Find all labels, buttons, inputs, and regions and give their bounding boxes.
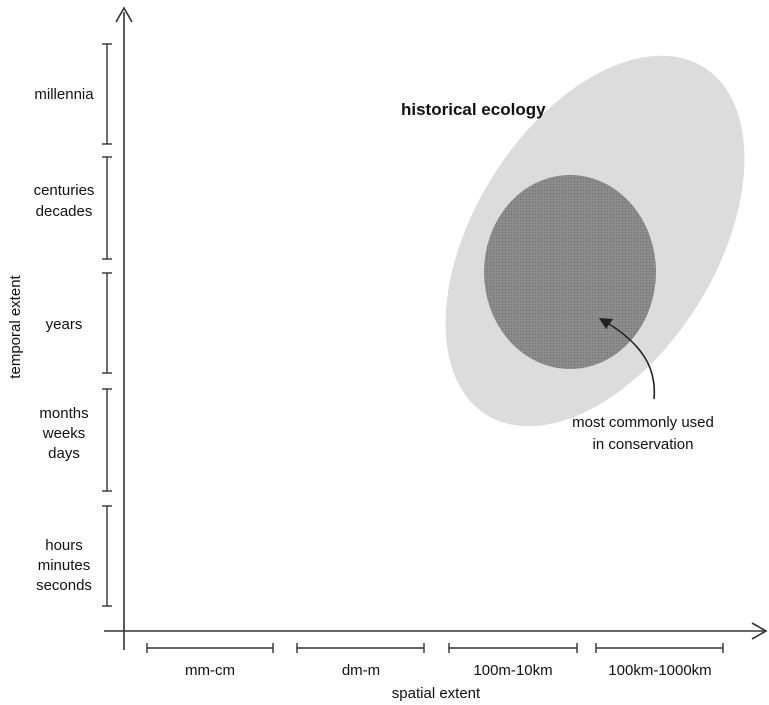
arrowhead-icon (599, 318, 613, 329)
spatial-label-100km-1000km: 100km-1000km (608, 662, 711, 679)
temporal-label-centuries: centuries (34, 182, 95, 199)
y-axis-title: temporal extent (7, 274, 24, 378)
conservation-region (484, 175, 656, 369)
temporal-label-months: months (39, 405, 88, 422)
temporal-label-seconds: seconds (36, 577, 92, 594)
temporal-label-minutes: minutes (38, 557, 91, 574)
spatial-label-mm-cm: mm-cm (185, 662, 235, 679)
x-axis (104, 622, 768, 640)
conservation-pointer-arrow (605, 321, 656, 400)
y-axis (115, 6, 133, 650)
spatial-brackets (146, 643, 724, 653)
temporal-label-years: years (46, 316, 83, 333)
historical-ecology-label: historical ecology (401, 100, 546, 119)
spatial-label-100m-10km: 100m-10km (473, 662, 552, 679)
temporal-brackets (102, 43, 112, 607)
temporal-label-hours: hours (45, 537, 83, 554)
temporal-label-weeks: weeks (42, 425, 86, 442)
temporal-label-millennia: millennia (34, 86, 94, 103)
conservation-label-line-2: in conservation (593, 436, 694, 453)
spatial-label-dm-m: dm-m (342, 662, 380, 679)
temporal-label-decades: decades (36, 203, 93, 220)
conservation-label-line-1: most commonly used (572, 414, 714, 431)
temporal-label-days: days (48, 445, 80, 462)
x-axis-title: spatial extent (392, 685, 481, 702)
